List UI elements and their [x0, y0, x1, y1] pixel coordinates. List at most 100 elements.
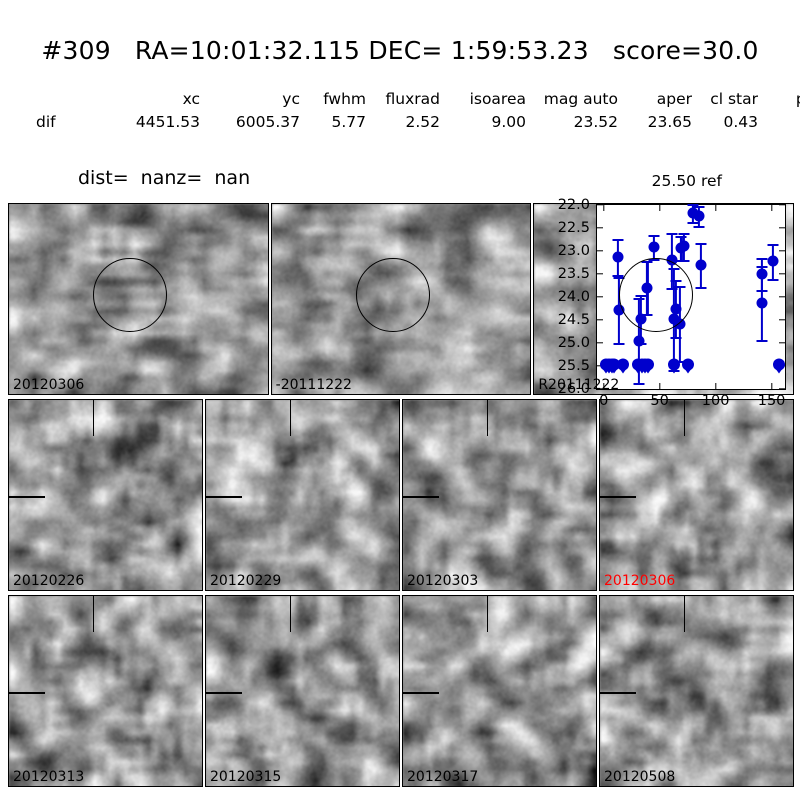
col-cl-star: cl star [710, 90, 758, 108]
metrics-table-row: dif 4451.53 6005.37 5.77 2.52 9.00 23.52 23.65 0… [0, 113, 760, 131]
aperture-circle-marker [93, 258, 168, 332]
x-axis-tick-mark [658, 205, 661, 211]
cutout-panel-grid: 20120306 -20111222 R20111222 20120226 20120… [8, 203, 794, 795]
cutout-row-epochs-2: 20120313 20120315 20120317 20120508 [8, 595, 794, 787]
x-axis-tick-mark [658, 383, 661, 389]
error-bar-cap [678, 260, 690, 263]
cutout-panel-20120303[interactable]: 20120303 [402, 399, 597, 591]
x-axis-tick-mark [714, 383, 717, 389]
error-bar-cap [756, 266, 768, 269]
y-axis-tick-label: 25.0 [557, 335, 590, 351]
x-axis-tick-mark [770, 205, 773, 211]
y-axis-tick-label: 24.5 [557, 312, 590, 328]
error-bar-cap [756, 258, 767, 261]
y-axis-tick-label: 23.5 [557, 266, 590, 282]
error-bar-cap [670, 337, 682, 340]
value-isoarea: 9.00 [491, 113, 526, 131]
error-bar-cap [687, 222, 699, 225]
data-point-detection [678, 240, 690, 252]
data-point-detection [633, 335, 645, 347]
cutout-panel-label: 20120306 [604, 573, 676, 589]
y-axis-tick-label: 24.0 [557, 289, 590, 305]
col-mag-auto: mag auto [543, 90, 618, 108]
data-point-upper-limit [773, 358, 786, 374]
y-axis-tick-mark [779, 204, 785, 206]
page-title: #309 RA=10:01:32.115 DEC= 1:59:53.23 score… [0, 36, 800, 65]
value-fwhm: 5.77 [331, 113, 366, 131]
cutout-panel-20120306[interactable]: 20120306 [8, 203, 269, 395]
cutout-row-epochs-1: 20120226 20120229 20120303 20120306 [8, 399, 794, 591]
crosshair-tick-horizontal [206, 692, 242, 694]
y-axis-tick-mark [597, 388, 603, 390]
value-fluxrad: 2.52 [405, 113, 440, 131]
dist-value: dist= nan [78, 167, 177, 189]
crosshair-tick-horizontal [206, 496, 242, 498]
x-axis-tick-mark [603, 383, 605, 389]
error-bar-cap [687, 204, 699, 207]
x-axis-tick-label: 150 [757, 393, 786, 409]
crosshair-tick-vertical [486, 596, 489, 632]
data-point-upper-limit [668, 358, 681, 374]
row-tag-dif: dif [36, 113, 56, 131]
x-axis-tick-label: 100 [701, 393, 730, 409]
error-bar-cap [695, 286, 706, 289]
redshift-value: z= nan [176, 167, 251, 189]
crosshair-tick-horizontal [9, 496, 45, 498]
crosshair-tick-horizontal [600, 496, 636, 498]
crosshair-tick-horizontal [403, 496, 439, 498]
y-axis-tick-label: 23.0 [557, 243, 590, 259]
y-axis-tick-label: 22.5 [557, 220, 590, 236]
metrics-table-header: xc yc fwhm fluxrad isoarea mag auto aper cl sta… [0, 90, 800, 108]
cutout-panel-20120508[interactable]: 20120508 [599, 595, 794, 787]
cutout-panel-label: 20120303 [407, 573, 479, 589]
cutout-panel-20120229[interactable]: 20120229 [205, 399, 400, 591]
value-cl-star: 0.43 [723, 113, 758, 131]
error-bar-cap [695, 242, 706, 245]
error-bar-cap [678, 232, 690, 235]
y-axis-tick-mark [597, 342, 603, 344]
col-phmag: phmag [758, 90, 800, 108]
data-point-detection [687, 207, 699, 219]
error-bar-cap [693, 205, 705, 208]
x-axis-tick-label: 0 [599, 393, 609, 409]
data-point-detection [648, 241, 659, 253]
col-yc: yc [282, 90, 300, 108]
cutout-panel-label: 20120229 [210, 573, 282, 589]
cutout-panel-label: 20120315 [210, 769, 282, 785]
data-point-upper-limit [616, 358, 629, 374]
col-aper: aper [656, 90, 692, 108]
data-point-detection [613, 304, 625, 316]
crosshair-tick-horizontal [9, 692, 45, 694]
y-axis-tick-label: 25.5 [557, 358, 590, 374]
crosshair-tick-vertical [289, 596, 292, 632]
header-info-block: #309 RA=10:01:32.115 DEC= 1:59:53.23 score… [0, 0, 800, 247]
col-xc: xc [182, 90, 200, 108]
data-point-detection [666, 254, 678, 266]
data-point-detection [674, 318, 686, 330]
object-id: #309 [41, 36, 111, 65]
cutout-panel-20120226[interactable]: 20120226 [8, 399, 203, 591]
distance-redshift-line: dist= nanz= nan [78, 167, 250, 189]
error-bar-cap [633, 383, 645, 386]
error-bar-cap [613, 276, 625, 279]
y-axis-tick-mark [779, 296, 785, 298]
x-axis-tick-mark [770, 383, 773, 389]
cutout-panel-20120317[interactable]: 20120317 [402, 595, 597, 787]
data-point-detection [767, 255, 779, 267]
y-axis-tick-mark [779, 319, 785, 321]
cutout-panel-20120313[interactable]: 20120313 [8, 595, 203, 787]
crosshair-tick-horizontal [600, 692, 636, 694]
cutout-panel-20111222[interactable]: -20111222 [270, 203, 532, 395]
y-axis-tick-mark [779, 388, 785, 390]
error-bar-cap [693, 226, 705, 229]
value-phmag: 22.18 [758, 113, 800, 131]
y-axis-tick-mark [597, 319, 603, 321]
cutout-panel-20120315[interactable]: 20120315 [205, 595, 400, 787]
y-axis-tick-mark [597, 296, 603, 298]
value-mag-auto: 23.52 [573, 113, 618, 131]
cutout-panel-20120306[interactable]: 20120306 [599, 399, 794, 591]
cutout-panel-label: 20120317 [407, 769, 479, 785]
error-bar-cap [666, 232, 678, 235]
error-bar-cap [675, 235, 687, 238]
x-axis-tick-mark [603, 205, 605, 211]
